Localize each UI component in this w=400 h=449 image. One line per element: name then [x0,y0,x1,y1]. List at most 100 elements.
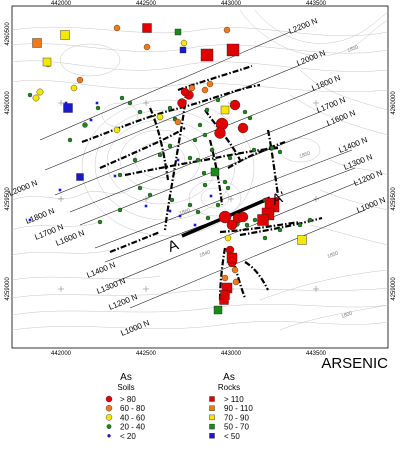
legend-rocks-subtitle: Rocks [218,383,240,392]
soil-sample-point [209,194,213,198]
y-tick-label: 4260500 [5,22,11,46]
rock-sample-point [179,46,187,54]
soil-sample-point [97,219,103,225]
soil-sample-point [215,202,221,208]
soil-sample-point [95,101,99,105]
soil-sample-point [221,274,229,282]
soil-sample-point [251,147,257,153]
legend-soil-label: 60 - 80 [120,404,145,413]
soil-sample-point [174,118,182,126]
x-tick-label: 443000 [221,1,242,7]
soil-sample-point [156,113,164,121]
soil-sample-point [113,126,121,134]
soil-sample-point [206,80,214,88]
contour-label: 1860 [179,207,192,217]
contour-label: 1850 [347,44,360,54]
soil-sample-point [244,222,250,228]
soil-sample-point [277,227,283,233]
legend-soil-symbol [105,395,113,403]
y-tick-label: 4259500 [391,187,397,211]
x-tick-label: 443500 [306,351,327,357]
soil-sample-point [269,145,275,151]
soil-sample-point [177,98,187,108]
soil-sample-point [202,182,208,188]
section-label-end: A' [270,188,288,208]
topographic-contours [12,9,388,331]
rock-sample-point [142,23,152,33]
soil-sample-point [277,149,283,155]
rock-sample-point [174,28,182,36]
y-tick-label: 4260000 [391,91,397,115]
soil-sample-point [27,92,33,98]
soil-sample-point [262,235,268,241]
y-tick-label: 4259000 [5,277,11,301]
soil-sample-point [28,218,32,222]
legend-soil-symbol [105,414,113,421]
legend-soil-symbol [107,434,111,438]
soil-sample-point [176,158,180,162]
legend-rock-symbol [209,423,215,430]
legend-rock-symbol [209,405,215,411]
soil-sample-point [223,26,231,34]
soil-sample-point [226,219,238,231]
soil-sample-point [137,109,143,115]
soil-sample-point [117,207,123,213]
rock-sample-point [297,235,307,245]
x-tick-label: 443500 [306,1,327,7]
rock-sample-point [210,167,220,177]
legend-soil-label: > 80 [120,395,136,404]
rock-sample-points [32,23,307,315]
soil-sample-point [202,132,208,138]
legend-rock-label: < 50 [224,432,240,441]
legend-rock-label: 70 - 90 [224,413,249,422]
soil-sample-point [180,39,188,47]
soil-sample-point [113,174,117,178]
soil-sample-point [36,88,44,96]
legend-rock-label: > 110 [224,395,244,404]
legend-rocks-title: As [223,372,235,383]
soil-sample-point [178,214,182,218]
soil-sample-point [209,147,215,153]
y-tick-label: 4259500 [5,187,11,211]
soil-sample-point [113,24,121,32]
soil-sample-point [214,127,226,139]
soil-sample-points [27,24,313,286]
soil-sample-point [180,87,190,97]
soil-sample-point [201,86,209,94]
legend-rock-symbol [209,433,215,439]
contour-label: 1800 [341,310,354,320]
soil-sample-point [144,204,148,208]
soil-sample-point [222,179,228,185]
soil-sample-point [197,122,203,128]
x-tick-label: 442500 [136,1,157,7]
y-tick-label: 4259000 [391,277,397,301]
soil-sample-point [297,222,303,228]
soil-sample-point [192,137,198,143]
soil-sample-point [231,266,239,274]
rock-sample-point [76,173,84,181]
legend-rock-symbol [209,414,215,421]
x-axis-ticks: 442000 442500 443000 443500 442000 44250… [51,1,327,357]
soil-sample-point [229,99,241,111]
soil-sample-point [64,101,68,105]
soil-sample-point [169,197,175,203]
soil-sample-point [252,217,258,223]
y-tick-label: 4260000 [5,91,11,115]
soil-sample-point [157,152,163,158]
legend-soils-subtitle: Soils [117,383,134,392]
soil-sample-point [193,223,197,227]
contour-label: 1850 [327,250,340,260]
soil-sample-point [188,84,196,92]
soil-sample-point [76,76,84,84]
legend-soil-label: 20 - 40 [120,423,145,432]
soil-sample-point [237,211,249,223]
x-tick-label: 442000 [51,1,72,7]
legend-soils-title: As [120,372,132,383]
rock-sample-point [42,57,52,67]
legend-rock-label: 90 - 110 [224,404,253,413]
contour-label: 1850 [299,150,312,160]
